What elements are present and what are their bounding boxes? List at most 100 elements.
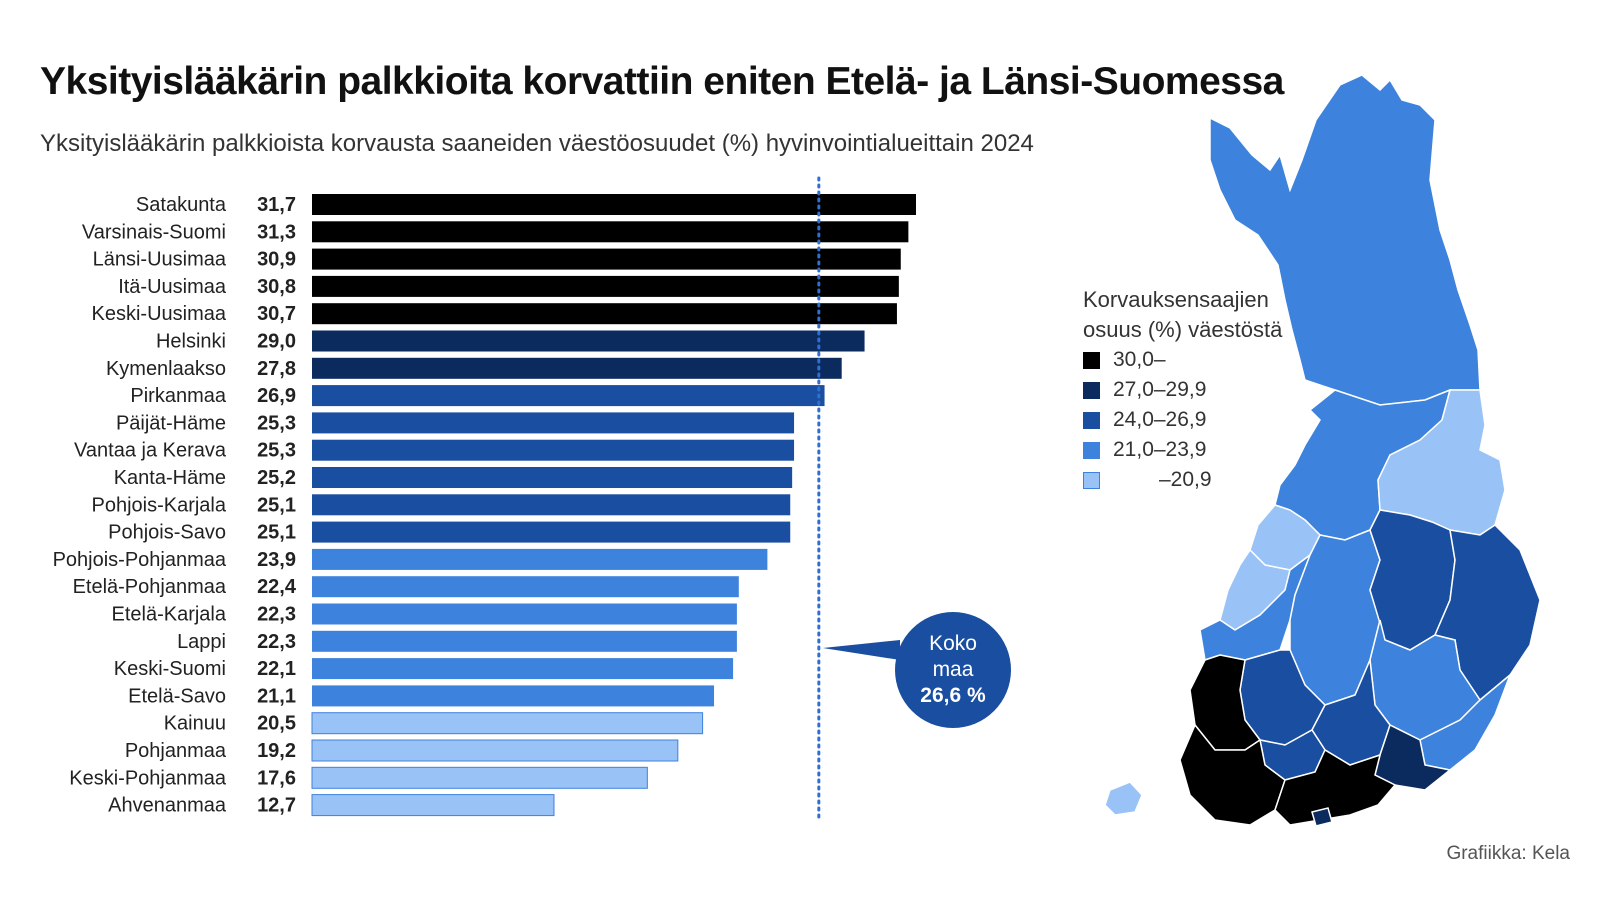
value-label: 19,2 bbox=[257, 740, 296, 762]
legend-title: Korvauksensaajien osuus (%) väestöstä bbox=[1083, 287, 1283, 342]
average-label-line2: maa bbox=[932, 658, 974, 681]
value-label: 20,5 bbox=[257, 713, 296, 735]
category-label: Länsi-Uusimaa bbox=[93, 249, 227, 271]
map-region-uusimaa bbox=[1274, 748, 1397, 826]
average-label-line1: Koko bbox=[929, 632, 977, 655]
category-label: Ahvenanmaa bbox=[108, 795, 227, 817]
map-region-ahvenanmaa bbox=[1104, 781, 1143, 816]
bar bbox=[312, 467, 793, 488]
legend-label: 27,0–29,9 bbox=[1113, 378, 1207, 401]
value-label: 23,9 bbox=[257, 549, 296, 571]
bar bbox=[311, 766, 648, 789]
value-label: 25,1 bbox=[257, 522, 296, 544]
finland-region-map bbox=[1104, 74, 1541, 827]
value-label: 29,0 bbox=[257, 331, 296, 353]
bar bbox=[312, 439, 795, 461]
bar-chart: Satakunta 31,7 Varsinais-Suomi 31,3 Länsi-Uu… bbox=[53, 176, 916, 820]
chart-subtitle: Yksityislääkärin palkkioista korvausta s… bbox=[40, 130, 1034, 157]
legend-swatch bbox=[1083, 351, 1100, 369]
legend-label: –20,9 bbox=[1159, 468, 1212, 491]
category-label: Varsinais-Suomi bbox=[82, 221, 226, 243]
legend-item: 30,0– bbox=[1083, 345, 1313, 375]
category-label: Etelä-Karjala bbox=[111, 604, 226, 626]
map-region-etela-pohjanmaa bbox=[1199, 552, 1312, 661]
average-label-bubble: Koko maa 26,6 % bbox=[895, 612, 1011, 728]
map-region-lappi bbox=[1209, 74, 1481, 406]
map-region-helsinki bbox=[1311, 807, 1333, 827]
category-label: Satakunta bbox=[136, 194, 227, 216]
value-label: 25,3 bbox=[257, 412, 296, 434]
category-label: Kanta-Häme bbox=[114, 467, 226, 489]
legend-item: –20,9 bbox=[1083, 465, 1313, 495]
value-label: 25,3 bbox=[257, 440, 296, 462]
category-label: Pohjois-Karjala bbox=[91, 494, 226, 516]
bar bbox=[312, 194, 916, 215]
legend-item: 21,0–23,9 bbox=[1083, 435, 1313, 465]
average-value-label: 26,6 % bbox=[920, 684, 986, 707]
legend-label: 30,0– bbox=[1113, 348, 1166, 371]
category-label: Pirkanmaa bbox=[130, 385, 226, 407]
legend-item: 27,0–29,9 bbox=[1083, 375, 1313, 405]
category-label: Etelä-Savo bbox=[128, 685, 226, 707]
bar bbox=[312, 658, 734, 680]
value-label: 21,1 bbox=[257, 685, 296, 707]
category-label: Pohjois-Savo bbox=[108, 522, 226, 544]
legend-swatch bbox=[1083, 411, 1100, 429]
category-label: Pohjanmaa bbox=[125, 740, 227, 762]
value-label: 22,4 bbox=[257, 576, 297, 598]
bar bbox=[312, 685, 715, 707]
value-label: 22,3 bbox=[257, 604, 296, 626]
category-label: Keski-Suomi bbox=[114, 658, 226, 680]
average-pointer bbox=[822, 640, 900, 660]
legend-swatch bbox=[1083, 441, 1100, 459]
bar bbox=[312, 275, 899, 297]
value-label: 25,1 bbox=[257, 494, 296, 516]
category-label: Helsinki bbox=[156, 331, 226, 353]
value-label: 31,7 bbox=[257, 194, 296, 216]
category-label: Päijät-Häme bbox=[116, 412, 226, 434]
bar bbox=[312, 412, 795, 434]
value-label: 22,1 bbox=[257, 658, 296, 680]
value-label: 12,7 bbox=[257, 795, 296, 817]
map-legend: Korvauksensaajien osuus (%) väestöstä 30… bbox=[1083, 285, 1313, 495]
legend-swatch bbox=[1083, 381, 1100, 399]
bar bbox=[312, 576, 739, 598]
bar bbox=[311, 739, 679, 762]
chart-title: Yksityislääkärin palkkioita korvattiin e… bbox=[40, 60, 1284, 103]
category-label: Vantaa ja Kerava bbox=[74, 440, 227, 462]
value-label: 25,2 bbox=[257, 467, 296, 489]
category-label: Pohjois-Pohjanmaa bbox=[53, 549, 227, 571]
category-label: Lappi bbox=[177, 631, 226, 653]
value-label: 17,6 bbox=[257, 767, 296, 789]
category-label: Keski-Uusimaa bbox=[92, 303, 227, 325]
category-label: Itä-Uusimaa bbox=[118, 276, 227, 298]
legend-item: 24,0–26,9 bbox=[1083, 405, 1313, 435]
value-label: 30,7 bbox=[257, 303, 296, 325]
legend-label: 21,0–23,9 bbox=[1113, 438, 1207, 461]
legend-label: 24,0–26,9 bbox=[1113, 408, 1207, 431]
category-label: Etelä-Pohjanmaa bbox=[73, 576, 227, 598]
value-label: 22,3 bbox=[257, 631, 296, 653]
bar bbox=[312, 221, 909, 243]
bar bbox=[312, 357, 842, 379]
value-label: 26,9 bbox=[257, 385, 296, 407]
category-label: Kymenlaakso bbox=[106, 358, 226, 380]
bar bbox=[311, 712, 704, 735]
bar bbox=[312, 630, 737, 652]
bar bbox=[312, 248, 901, 270]
category-label: Kainuu bbox=[164, 713, 226, 735]
value-label: 30,8 bbox=[257, 276, 296, 298]
bar bbox=[312, 385, 825, 407]
bar bbox=[312, 303, 897, 325]
value-label: 31,3 bbox=[257, 221, 296, 243]
bar bbox=[312, 494, 791, 516]
legend-swatch bbox=[1083, 471, 1100, 489]
value-label: 27,8 bbox=[257, 358, 296, 380]
bar bbox=[312, 330, 865, 352]
bar bbox=[312, 603, 737, 625]
credit-label: Grafiikka: Kela bbox=[1446, 843, 1570, 864]
category-label: Keski-Pohjanmaa bbox=[69, 767, 227, 789]
bar bbox=[312, 521, 791, 543]
bar bbox=[311, 794, 555, 817]
bar bbox=[312, 548, 768, 570]
